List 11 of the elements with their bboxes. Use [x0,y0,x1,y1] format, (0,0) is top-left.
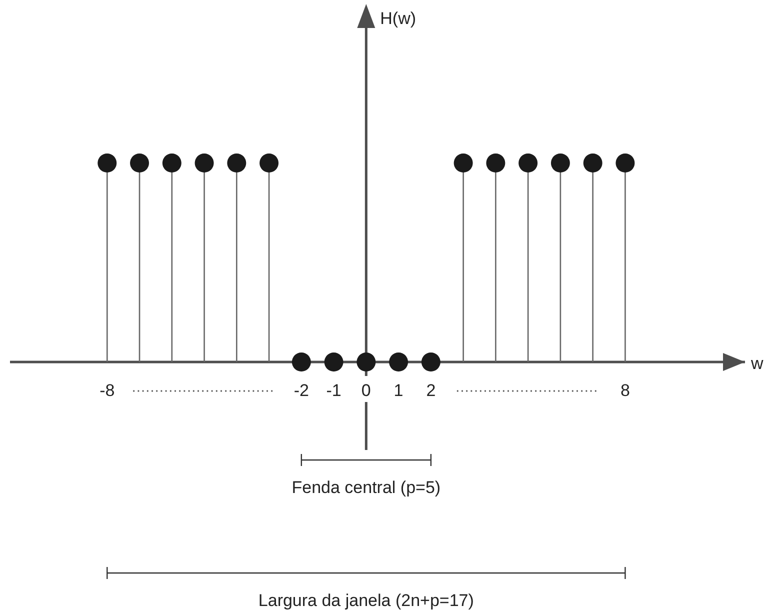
text: Fenda central (p=5) [292,478,441,497]
text: Largura da janela (2n+p=17) [258,591,474,610]
x-tick-label: 1 [394,381,404,400]
text: H(w) [380,9,416,28]
x-axis-title: w [750,354,764,373]
x-tick-label: -8 [100,381,115,400]
x-tick-label: 8 [620,381,630,400]
x-tick-label: -2 [294,381,309,400]
x-tick-label: -1 [326,381,342,400]
x-tick-label: 2 [426,381,436,400]
x-tick-label: 0 [361,381,371,400]
